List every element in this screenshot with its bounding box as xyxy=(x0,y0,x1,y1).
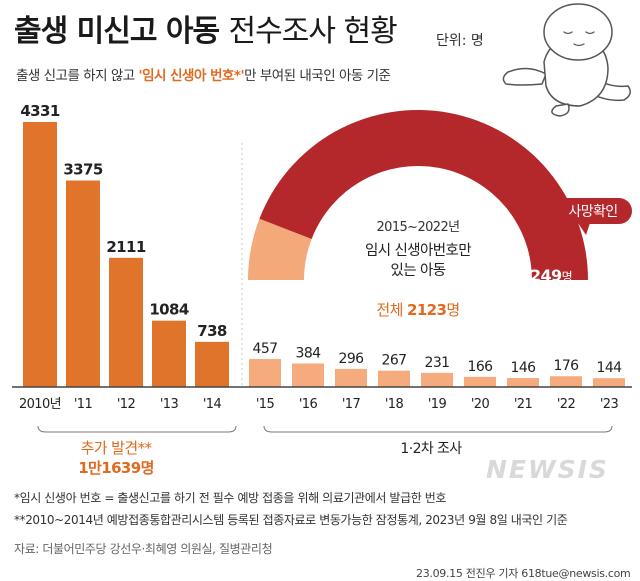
bar-9 xyxy=(421,372,453,387)
value-label-6: 384 xyxy=(296,346,322,362)
title-light: 전수조사 현황 xyxy=(228,14,398,49)
group1-label: 추가 발견** xyxy=(81,439,153,457)
bar-6 xyxy=(292,363,324,387)
donut-period: 2015~2022년 xyxy=(376,220,459,235)
subtitle-before: 출생 신고를 하지 않고 xyxy=(16,68,139,84)
bar-4 xyxy=(195,341,229,387)
donut-line2: 있는 아동 xyxy=(391,262,446,279)
source-text: 자료: 더불어민주당 강선우·최혜영 의원실, 질병관리청 xyxy=(14,542,273,556)
value-label-10: 166 xyxy=(468,359,494,375)
tick-label-2: '12 xyxy=(117,397,135,412)
bar-8 xyxy=(378,370,410,387)
subtitle-highlight: '임시 신생아 번호*' xyxy=(138,68,245,84)
tick-label-6: '16 xyxy=(299,397,318,412)
tick-label-11: '21 xyxy=(514,397,533,412)
footnote-1: *임시 신생아 번호 = 출생신고를 하기 전 필수 예방 접종을 위해 의료기… xyxy=(14,491,447,505)
unit-label: 단위: 명 xyxy=(436,33,484,49)
bracket-group1 xyxy=(37,425,237,433)
death-badge-label: 사망확인 xyxy=(568,204,617,220)
value-label-3: 1084 xyxy=(149,301,189,319)
bar-11 xyxy=(507,378,539,387)
donut-death-arc xyxy=(259,109,588,281)
credit-text: 23.09.15 전진우 기자 618tue@newsis.com xyxy=(416,567,631,580)
group2-label: 1·2차 조사 xyxy=(400,441,462,457)
donut-total-pill xyxy=(362,295,474,323)
death-badge-pointer xyxy=(578,223,590,235)
bar-1 xyxy=(66,180,100,387)
donut-death-pct: (11.7%) xyxy=(533,293,569,304)
subtitle: 출생 신고를 하지 않고 '임시 신생아 번호*'만 부여된 내국인 아동 기준 xyxy=(16,64,391,84)
bar-13 xyxy=(593,378,625,387)
tick-label-5: '15 xyxy=(256,397,275,412)
death-badge xyxy=(554,198,632,224)
watermark-logo: NEWSIS xyxy=(486,455,609,484)
tick-label-12: '22 xyxy=(557,397,575,412)
footnote-2: **2010~2014년 예방접종통합관리시스템 등록된 접종자료로 변동가능한… xyxy=(14,513,568,527)
subtitle-after: 만 부여된 내국인 아동 기준 xyxy=(244,68,391,84)
footnotes: *임시 신생아 번호 = 출생신고를 하기 전 필수 예방 접종을 위해 의료기… xyxy=(14,487,568,531)
bar-7 xyxy=(335,368,367,387)
donut-line1: 임시 신생아번호만 xyxy=(365,242,471,259)
donut-total-arc xyxy=(248,218,312,280)
donut-death-value: 249명 xyxy=(530,266,572,285)
value-label-5: 457 xyxy=(253,341,278,357)
value-label-8: 267 xyxy=(382,353,407,369)
tick-label-1: '11 xyxy=(74,397,93,412)
value-label-2: 2111 xyxy=(106,238,146,256)
tick-label-8: '18 xyxy=(385,397,404,412)
bar-5 xyxy=(249,359,281,387)
title-bold: 출생 미신고 아동 xyxy=(14,14,220,49)
value-label-9: 231 xyxy=(425,355,450,371)
value-label-1: 3375 xyxy=(63,160,103,178)
bar-12 xyxy=(550,376,582,387)
tick-label-4: '14 xyxy=(203,397,222,412)
value-label-0: 4331 xyxy=(20,102,60,120)
tick-label-0: 2010년 xyxy=(19,397,61,412)
bar-0 xyxy=(23,122,57,387)
tick-label-9: '19 xyxy=(428,397,447,412)
tick-label-7: '17 xyxy=(342,397,361,412)
donut-total-text: 전체 2123명 xyxy=(376,301,459,319)
group1-total: 1만1639명 xyxy=(78,459,154,477)
value-label-11: 146 xyxy=(511,360,537,376)
value-label-13: 144 xyxy=(597,360,623,376)
value-label-7: 296 xyxy=(339,351,365,367)
tick-label-3: '13 xyxy=(160,397,179,412)
value-label-4: 738 xyxy=(197,322,227,340)
bar-2 xyxy=(109,257,143,387)
page-title: 출생 미신고 아동 전수조사 현황 xyxy=(14,6,398,50)
bracket-group2 xyxy=(263,425,613,433)
tick-label-13: '23 xyxy=(600,397,619,412)
bar-3 xyxy=(152,320,186,387)
value-label-12: 176 xyxy=(554,358,580,374)
tick-label-10: '20 xyxy=(471,397,490,412)
bar-10 xyxy=(464,376,496,387)
baby-illustration xyxy=(502,3,631,117)
